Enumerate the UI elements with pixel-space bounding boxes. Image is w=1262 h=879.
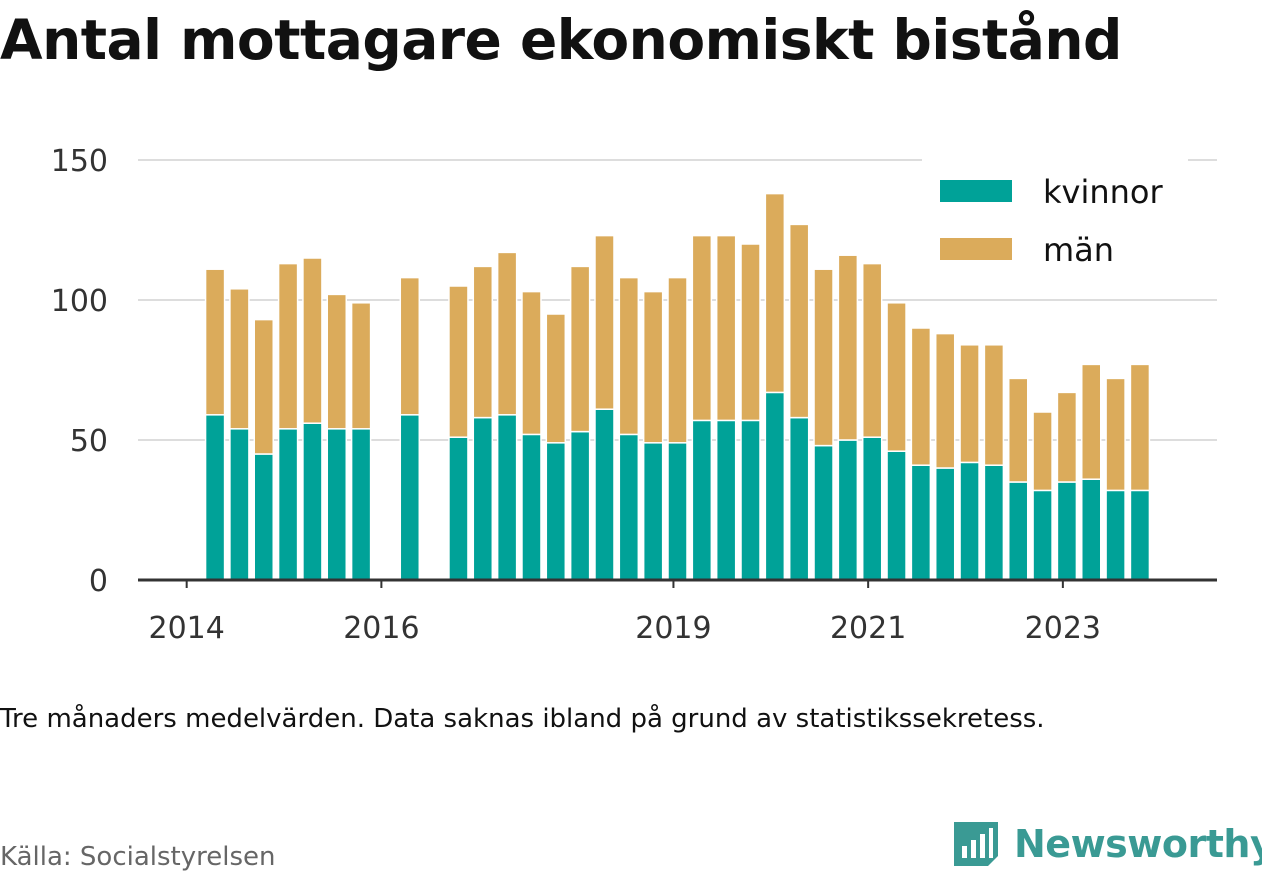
bar-kvinnor[interactable] bbox=[399, 414, 421, 581]
bar-man[interactable] bbox=[253, 318, 274, 455]
bar-kvinnor[interactable] bbox=[569, 430, 591, 581]
bar-kvinnor[interactable] bbox=[691, 419, 713, 581]
bar-kvinnor[interactable] bbox=[837, 439, 859, 581]
bar-kvinnor[interactable] bbox=[861, 436, 883, 581]
bar-man[interactable] bbox=[204, 268, 226, 416]
bar-man[interactable] bbox=[667, 276, 688, 444]
brand-logo[interactable]: Newsworthy bbox=[950, 818, 1262, 870]
bar-man[interactable] bbox=[1105, 377, 1126, 492]
bar-kvinnor[interactable] bbox=[472, 416, 494, 581]
bar-man[interactable] bbox=[837, 254, 859, 441]
bar-man[interactable] bbox=[788, 223, 810, 419]
bar-man[interactable] bbox=[399, 276, 421, 416]
bar-kvinnor[interactable] bbox=[545, 442, 567, 581]
bar-man[interactable] bbox=[302, 257, 323, 424]
bar-man[interactable] bbox=[764, 192, 786, 394]
x-tick-label: 2016 bbox=[343, 611, 419, 646]
y-tick-labels: 0 50 100 150 bbox=[51, 144, 108, 599]
bar-kvinnor[interactable] bbox=[764, 391, 786, 581]
bar-kvinnor[interactable] bbox=[642, 442, 664, 581]
legend-swatch-man bbox=[940, 238, 1012, 260]
bar-man[interactable] bbox=[448, 285, 469, 438]
bar-kvinnor[interactable] bbox=[813, 444, 834, 581]
bar-man[interactable] bbox=[594, 234, 615, 410]
bar-kvinnor[interactable] bbox=[934, 467, 956, 581]
chart: 0 50 100 150 2014 2016 2019 2021 2023 kvinnor m… bbox=[51, 144, 1217, 646]
y-tick-label: 150 bbox=[51, 144, 108, 179]
bar-kvinnor[interactable] bbox=[229, 428, 250, 581]
bar-kvinnor[interactable] bbox=[1105, 489, 1126, 581]
bar-man[interactable] bbox=[715, 234, 737, 422]
bar-man[interactable] bbox=[545, 313, 567, 444]
bar-kvinnor[interactable] bbox=[1129, 489, 1151, 581]
legend-label-man: män bbox=[1043, 231, 1114, 269]
source-credit: Källa: Socialstyrelsen bbox=[0, 842, 276, 872]
bar-man[interactable] bbox=[813, 268, 834, 447]
bar-kvinnor[interactable] bbox=[521, 433, 542, 581]
x-tick-labels: 2014 2016 2019 2021 2023 bbox=[148, 611, 1101, 646]
bar-man[interactable] bbox=[229, 288, 250, 430]
legend-label-kvinnor: kvinnor bbox=[1043, 173, 1164, 211]
bar-kvinnor[interactable] bbox=[1032, 489, 1053, 581]
bar-man[interactable] bbox=[1032, 411, 1053, 492]
bar-kvinnor[interactable] bbox=[959, 461, 980, 581]
bar-man[interactable] bbox=[886, 302, 907, 452]
bar-kvinnor[interactable] bbox=[350, 428, 372, 581]
bar-kvinnor[interactable] bbox=[302, 422, 323, 581]
newsworthy-logo-icon bbox=[954, 822, 998, 866]
bar-kvinnor[interactable] bbox=[740, 419, 761, 581]
bar-man[interactable] bbox=[350, 302, 372, 430]
bar-man[interactable] bbox=[861, 262, 883, 438]
bar-kvinnor[interactable] bbox=[618, 433, 640, 581]
legend: kvinnor män bbox=[922, 158, 1188, 278]
x-tick-label: 2019 bbox=[635, 611, 711, 646]
bar-man[interactable] bbox=[496, 251, 518, 416]
bar-kvinnor[interactable] bbox=[277, 428, 299, 581]
bar-man[interactable] bbox=[1007, 377, 1029, 483]
y-tick-label: 50 bbox=[70, 424, 108, 459]
bar-kvinnor[interactable] bbox=[448, 436, 469, 581]
bar-kvinnor[interactable] bbox=[788, 416, 810, 581]
bar-kvinnor[interactable] bbox=[1081, 478, 1102, 581]
x-axis bbox=[138, 578, 1217, 588]
x-tick-label: 2014 bbox=[148, 611, 224, 646]
bar-man[interactable] bbox=[934, 332, 956, 469]
bar-kvinnor[interactable] bbox=[496, 414, 518, 581]
bar-man[interactable] bbox=[910, 327, 932, 466]
bar-man[interactable] bbox=[983, 344, 1005, 466]
bar-kvinnor[interactable] bbox=[715, 419, 737, 581]
bar-man[interactable] bbox=[326, 293, 348, 430]
bar-kvinnor[interactable] bbox=[594, 408, 615, 581]
y-tick-label: 100 bbox=[51, 284, 108, 319]
x-tick-label: 2021 bbox=[830, 611, 906, 646]
chart-title: Antal mottagare ekonomiskt bistånd bbox=[0, 8, 1122, 72]
bar-kvinnor[interactable] bbox=[253, 453, 274, 581]
bar-kvinnor[interactable] bbox=[910, 464, 932, 581]
bar-man[interactable] bbox=[959, 344, 980, 464]
bar-man[interactable] bbox=[521, 290, 542, 436]
brand-name: Newsworthy bbox=[1014, 822, 1262, 866]
bar-kvinnor[interactable] bbox=[326, 428, 348, 581]
bar-kvinnor[interactable] bbox=[983, 464, 1005, 581]
bar-man[interactable] bbox=[472, 265, 494, 419]
bar-man[interactable] bbox=[1056, 391, 1078, 483]
y-tick-label: 0 bbox=[89, 564, 108, 599]
bar-man[interactable] bbox=[618, 276, 640, 436]
bar-man[interactable] bbox=[740, 243, 761, 422]
bar-man[interactable] bbox=[642, 290, 664, 444]
bar-kvinnor[interactable] bbox=[1056, 481, 1078, 581]
bar-kvinnor[interactable] bbox=[667, 442, 688, 581]
chart-note: Tre månaders medelvärden. Data saknas ib… bbox=[0, 704, 1045, 734]
legend-swatch-kvinnor bbox=[940, 180, 1012, 202]
bar-man[interactable] bbox=[569, 265, 591, 433]
x-tick-label: 2023 bbox=[1025, 611, 1101, 646]
bar-man[interactable] bbox=[691, 234, 713, 422]
bar-man[interactable] bbox=[277, 262, 299, 430]
bar-kvinnor[interactable] bbox=[886, 450, 907, 581]
bar-man[interactable] bbox=[1129, 363, 1151, 492]
bar-man[interactable] bbox=[1081, 363, 1102, 480]
bar-kvinnor[interactable] bbox=[204, 414, 226, 581]
bar-kvinnor[interactable] bbox=[1007, 481, 1029, 581]
